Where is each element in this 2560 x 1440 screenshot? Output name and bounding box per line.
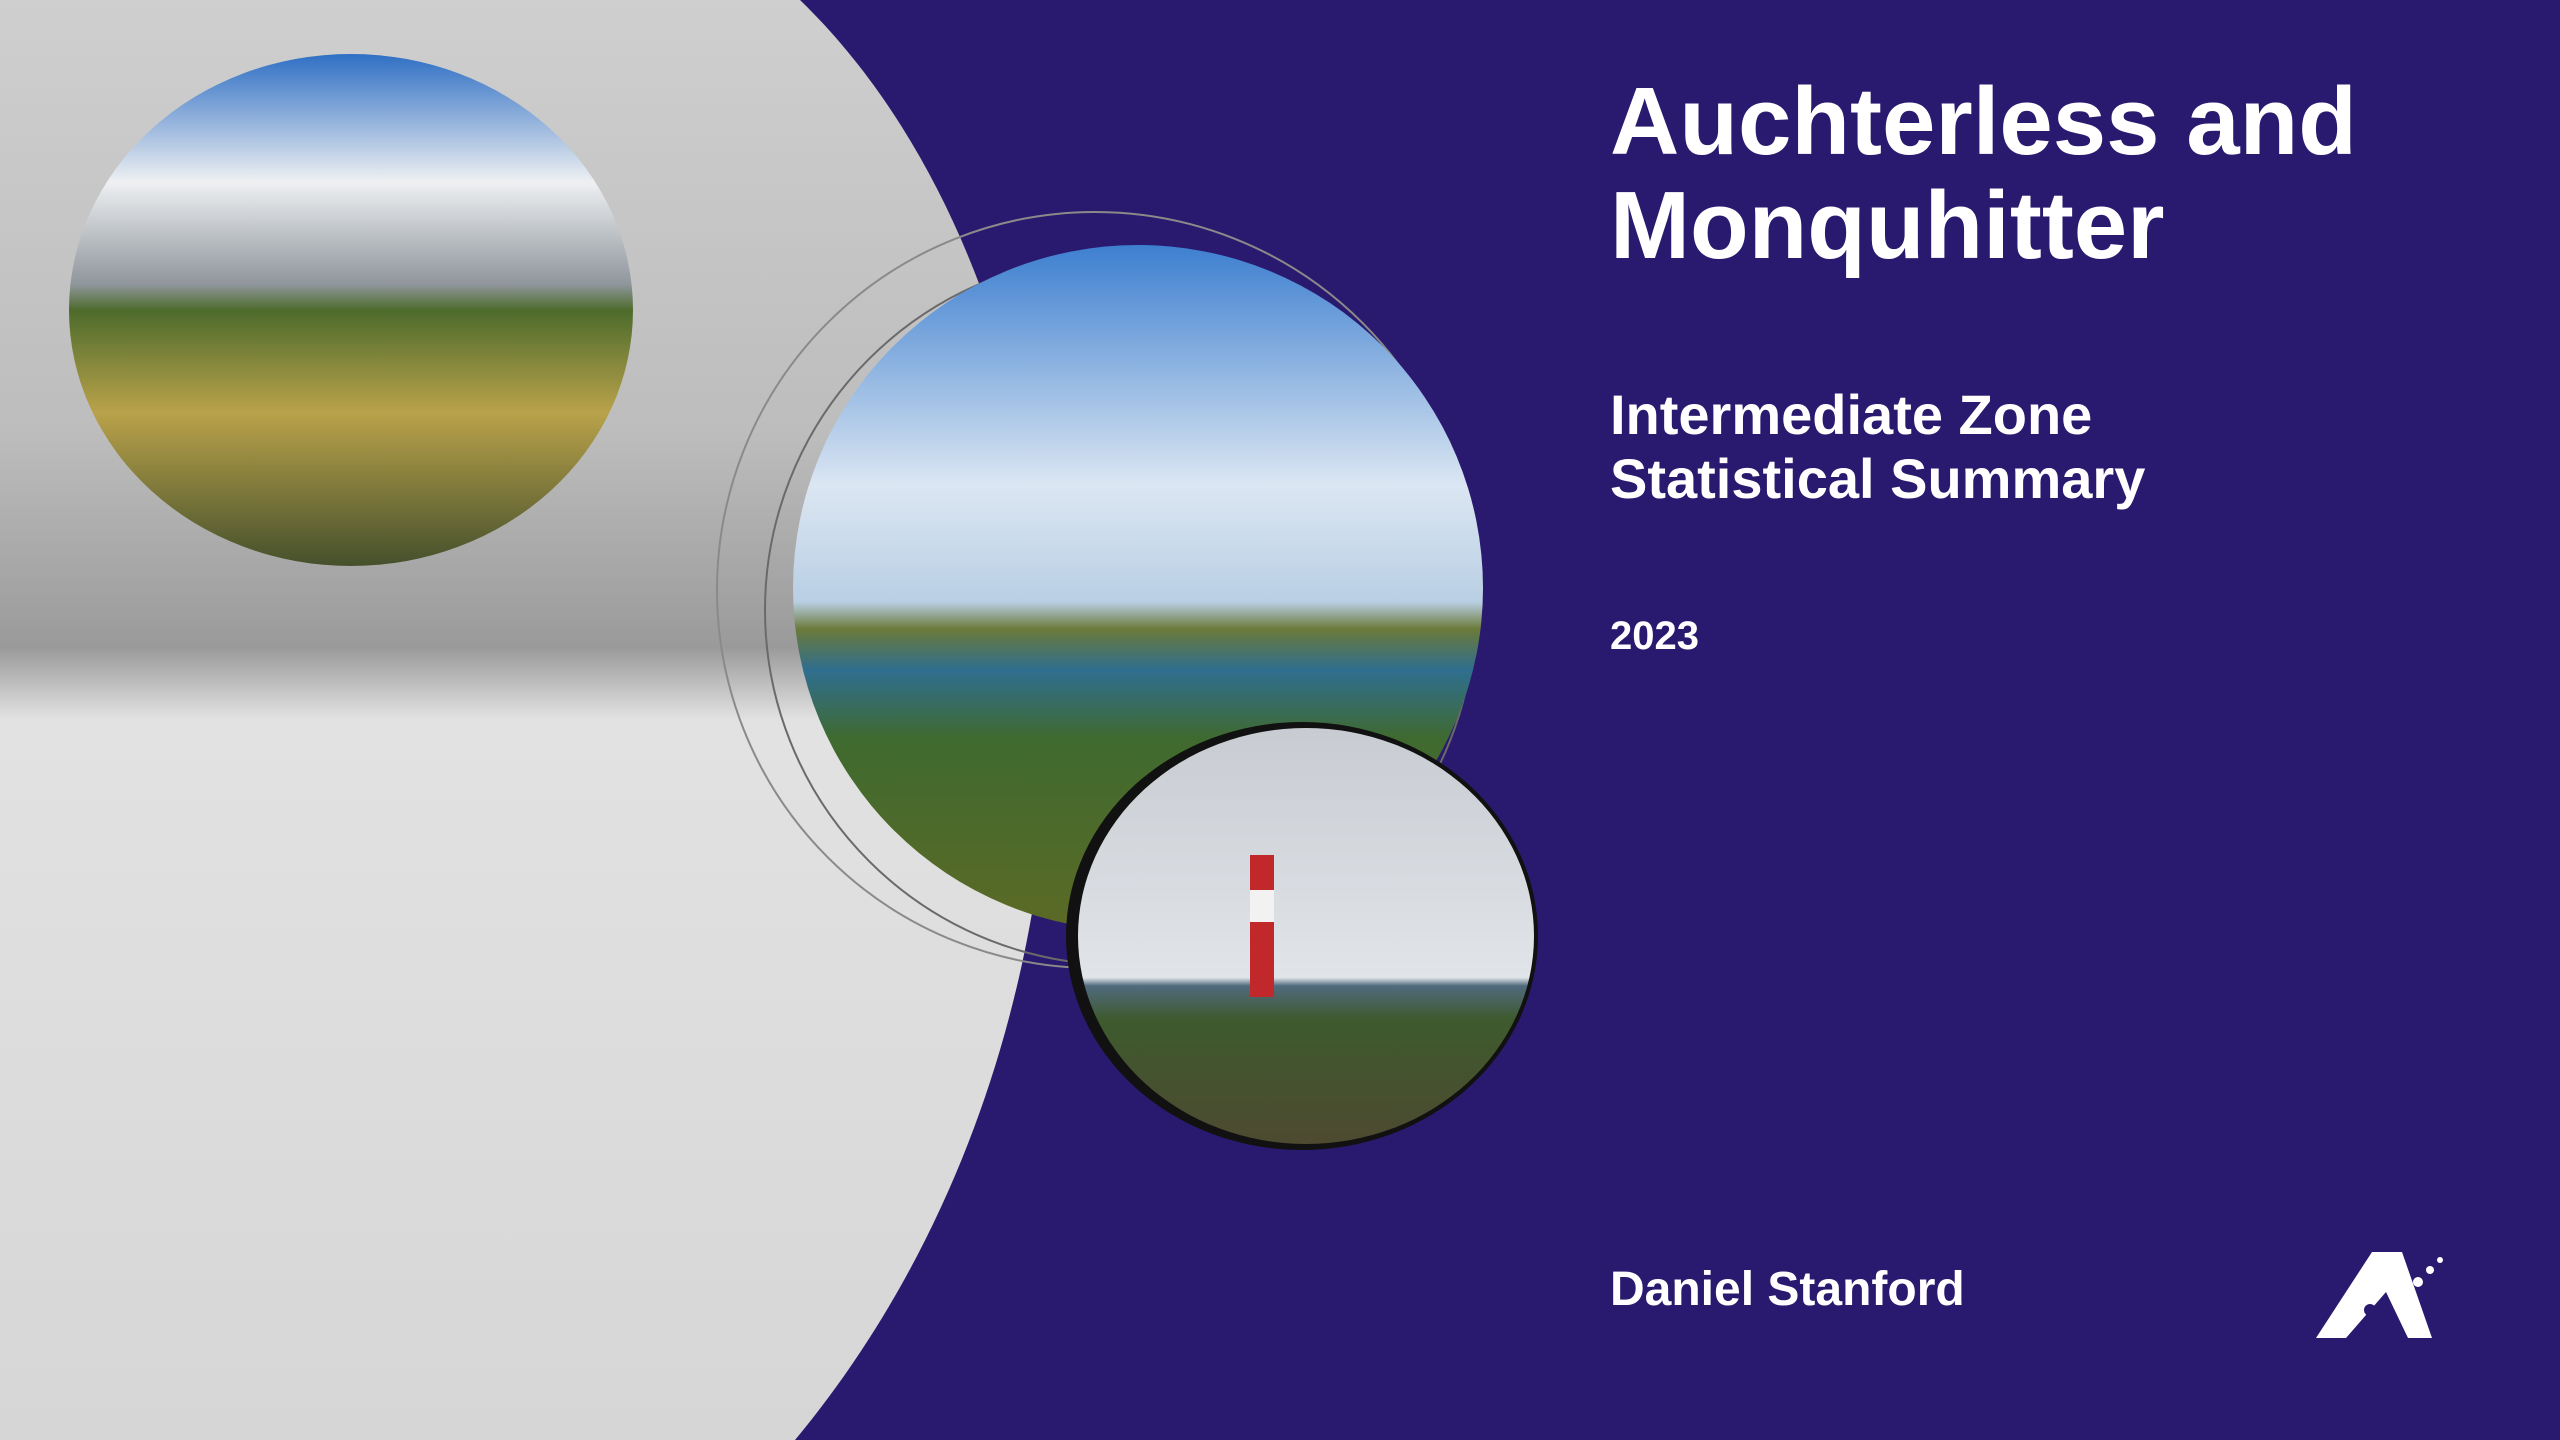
title-line: Auchterless and (1610, 70, 2357, 174)
subtitle-line: Statistical Summary (1610, 447, 2145, 511)
slide: Auchterless and Monquhitter Intermediate… (0, 0, 2560, 1440)
lighthouse (1250, 855, 1274, 997)
title: Auchterless and Monquhitter (1610, 70, 2357, 278)
logo-dot (2426, 1266, 2434, 1274)
logo-mark (2316, 1252, 2432, 1338)
lighthouse-band (1250, 890, 1274, 922)
subtitle: Intermediate Zone Statistical Summary (1610, 383, 2145, 511)
page: Cover {"cover": {"title_lines": ["Auchte… (0, 0, 2560, 1440)
logo-dot (2413, 1277, 2423, 1287)
subtitle-line: Intermediate Zone (1610, 383, 2145, 447)
logo-dot (2437, 1257, 2443, 1263)
body: Auchterless and Monquhitter Intermediate… (0, 0, 2560, 1440)
lighthouse-photo (1078, 728, 1534, 1144)
author: Daniel Stanford (1610, 1262, 1965, 1318)
logo (2316, 1252, 2443, 1338)
title-line: Monquhitter (1610, 174, 2357, 278)
logo-dot (2364, 1304, 2376, 1316)
hiker-photo (69, 54, 633, 566)
year: 2023 (1610, 612, 1699, 660)
